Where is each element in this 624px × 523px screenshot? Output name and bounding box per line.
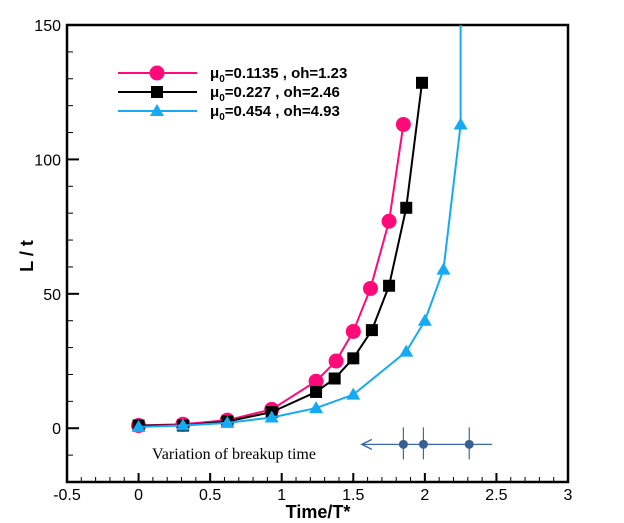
data-point <box>415 76 428 89</box>
y-tick-label: 0 <box>52 421 61 438</box>
series-line <box>138 124 405 427</box>
data-point <box>310 385 323 398</box>
data-point <box>381 213 397 229</box>
x-tick-label: 3 <box>564 487 573 504</box>
data-point <box>453 117 468 130</box>
y-tick-label: 100 <box>34 152 61 169</box>
data-point <box>220 415 235 428</box>
x-tick-label: 0 <box>134 487 143 504</box>
x-tick-label: 0.5 <box>199 487 221 504</box>
arrow-head-icon <box>360 438 373 451</box>
x-axis-label: Time/T* <box>286 502 351 522</box>
y-tick-label: 150 <box>34 18 61 35</box>
data-point <box>383 279 396 292</box>
data-point <box>264 410 279 423</box>
data-point <box>328 353 344 369</box>
data-point <box>328 372 341 385</box>
breakup-point <box>398 439 408 449</box>
series-square <box>132 76 428 432</box>
legend-marker <box>150 104 164 116</box>
data-point <box>436 262 451 275</box>
plot-frame <box>65 23 570 484</box>
x-tick-label: 1.5 <box>342 487 364 504</box>
series-circle <box>131 116 411 434</box>
data-point <box>345 323 361 339</box>
data-point <box>362 280 378 296</box>
x-tick-label: 2 <box>420 487 429 504</box>
breakup-annotation: Variation of breakup time <box>152 427 493 463</box>
legend-label: μ0=0.227 , oh=2.46 <box>210 84 340 104</box>
series-triangle <box>131 25 468 432</box>
data-point <box>365 324 378 337</box>
y-tick-label: 50 <box>43 287 61 304</box>
x-tick-label: 1 <box>277 487 286 504</box>
axes: -0.5 0 0.5 1 1.5 2 2.5 3 0 50 100 150 <box>34 18 572 504</box>
data-point <box>395 116 411 132</box>
data-point <box>400 201 413 214</box>
data-point <box>308 373 324 389</box>
legend-label: μ0=0.454 , oh=4.93 <box>210 103 340 123</box>
data-point <box>346 387 361 400</box>
x-tick-label: 2.5 <box>485 487 507 504</box>
data-point <box>347 352 360 365</box>
x-tick-label: -0.5 <box>53 487 81 504</box>
data-point <box>175 418 190 431</box>
series-layer <box>131 25 468 434</box>
data-point <box>309 401 324 414</box>
data-point <box>399 344 414 357</box>
legend-label: μ0=0.1135 , oh=1.23 <box>210 65 347 85</box>
data-point <box>131 419 146 432</box>
y-axis-label: L / t <box>17 240 37 272</box>
annotation-text: Variation of breakup time <box>152 446 316 463</box>
breakup-point <box>418 439 428 449</box>
breakup-point <box>464 439 474 449</box>
data-point <box>417 313 432 326</box>
legend-marker <box>151 86 163 98</box>
legend-marker <box>149 65 165 81</box>
